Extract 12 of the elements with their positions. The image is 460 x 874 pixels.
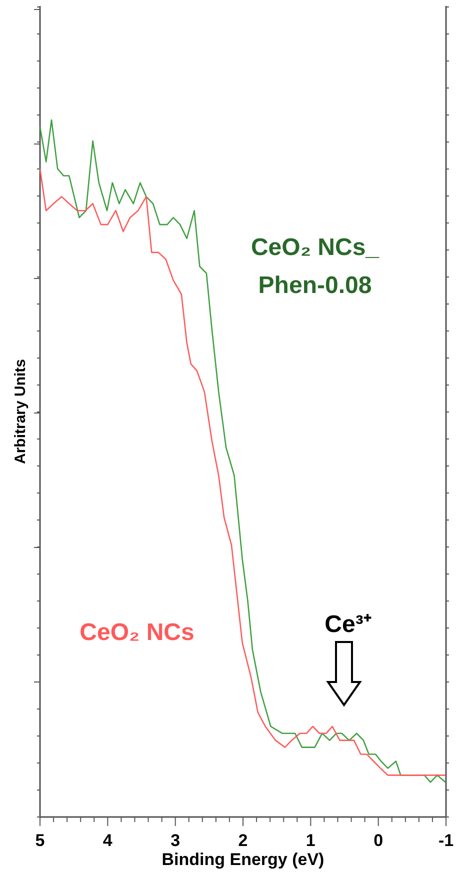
x-tick-label: 3 (170, 831, 180, 850)
x-tick-label: -1 (438, 831, 454, 850)
series-label: CeO₂ NCs_ Phen-0.08 (250, 234, 380, 299)
x-tick-label: 1 (306, 831, 316, 850)
y-axis-title: Arbitrary Units (12, 358, 29, 464)
x-tick-label: 2 (238, 831, 248, 850)
x-tick-label: 4 (102, 831, 113, 850)
x-axis-title: Binding Energy (eV) (162, 850, 324, 869)
annotation: Ce³⁺ (324, 611, 372, 638)
x-tick-label: 0 (374, 831, 384, 850)
x-tick-label: 5 (35, 831, 45, 850)
series-label: CeO₂ NCs (80, 619, 194, 646)
